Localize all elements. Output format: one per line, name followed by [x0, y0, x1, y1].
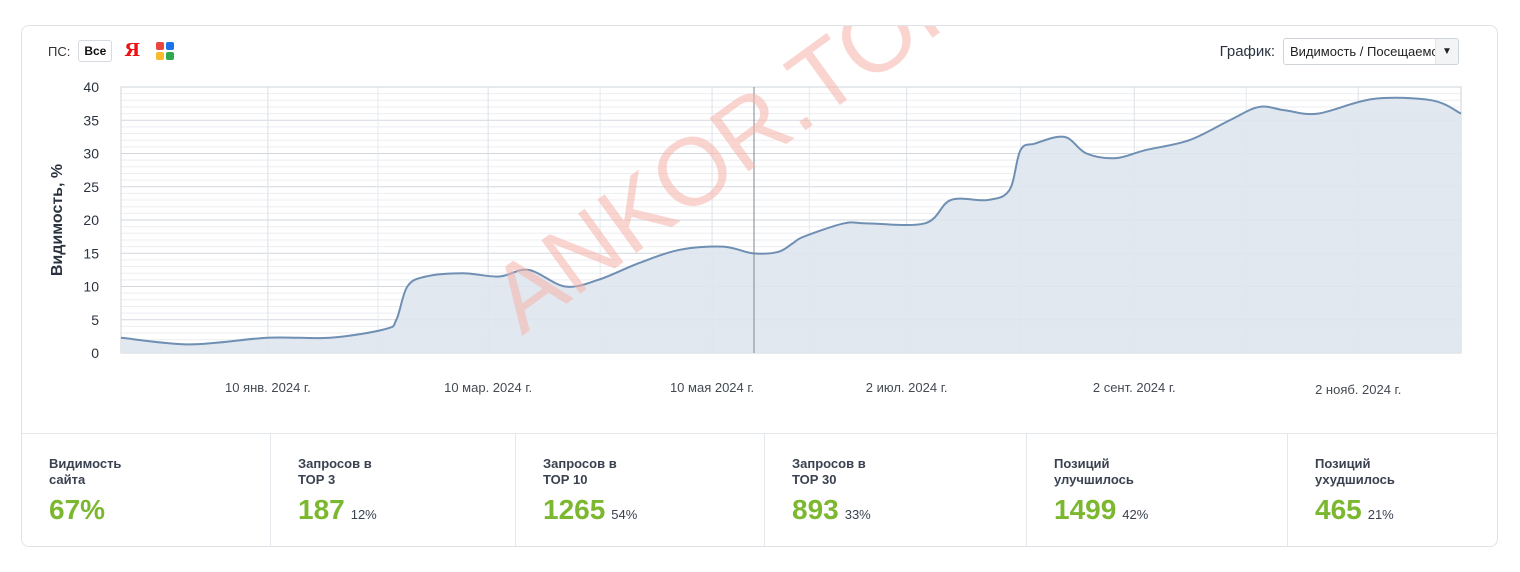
y-axis-label: Видимость, %	[49, 164, 66, 276]
series-line	[120, 96, 1462, 346]
stat-improved: Позиций улучшилось 1499 42%	[1027, 434, 1288, 547]
stat-value: 67%	[49, 494, 106, 525]
x-tick-label: 10 мар. 2024 г.	[444, 380, 532, 395]
all-engines-button[interactable]: Все	[78, 40, 113, 62]
google-icon[interactable]	[156, 42, 175, 60]
stat-percent: 21%	[1367, 507, 1394, 522]
y-tick-label: 15	[83, 245, 99, 261]
stat-percent: 54%	[611, 507, 638, 522]
y-tick-label: 25	[83, 179, 99, 195]
graph-selector: График: Видимость / Посещаемость ▼	[1220, 38, 1459, 65]
visibility-card: ANKOR.TOP 0 5 10 15 20 25 30 35 40 Видимость, % 10 …	[21, 25, 1498, 547]
x-tick-label: 10 янв. 2024 г.	[225, 380, 311, 395]
y-tick-label: 40	[83, 79, 99, 95]
y-tick-label: 20	[83, 212, 99, 228]
x-tick-label: 2 июл. 2024 г.	[866, 380, 948, 395]
stat-title: Позиций ухудшилось	[1315, 456, 1395, 487]
graph-label: График:	[1219, 43, 1275, 60]
y-tick-label: 5	[91, 312, 99, 328]
stat-value: 187	[298, 494, 345, 525]
y-tick-label: 0	[91, 345, 99, 361]
graph-select-value: Видимость / Посещаемость	[1290, 44, 1435, 59]
dropdown-arrow-icon: ▼	[1435, 39, 1458, 64]
stat-percent: 33%	[844, 507, 871, 522]
ps-label: ПС:	[48, 43, 71, 59]
stat-title: Запросов в ТОР 30	[792, 456, 866, 487]
stat-percent: 12%	[350, 507, 377, 522]
search-engine-filter: ПС: Все Я	[48, 40, 175, 62]
stat-top3: Запросов в ТОР 3 187 12%	[271, 434, 516, 547]
stat-title: Позиций улучшилось	[1054, 456, 1134, 487]
stat-worsened: Позиций ухудшилось 465 21%	[1288, 434, 1497, 547]
y-tick-label: 35	[83, 112, 99, 128]
stat-value: 1265	[543, 494, 606, 525]
y-tick-label: 10	[83, 279, 99, 295]
series-area	[121, 97, 1461, 353]
stat-percent: 42%	[1122, 507, 1149, 522]
stat-value: 465	[1315, 494, 1362, 525]
yandex-icon[interactable]: Я	[124, 40, 141, 61]
stats-bar: Видимость сайта 67% Запросов в ТОР 3 187…	[22, 433, 1497, 547]
x-tick-label: 2 нояб. 2024 г.	[1315, 382, 1401, 397]
stat-title: Запросов в ТОР 10	[543, 456, 617, 487]
graph-type-select[interactable]: Видимость / Посещаемость ▼	[1283, 38, 1459, 65]
stat-top10: Запросов в ТОР 10 1265 54%	[516, 434, 765, 547]
x-tick-label: 10 мая 2024 г.	[670, 380, 754, 395]
stat-top30: Запросов в ТОР 30 893 33%	[765, 434, 1027, 547]
stat-value: 1499	[1054, 494, 1117, 525]
stat-visibility: Видимость сайта 67%	[22, 434, 271, 547]
stat-title: Запросов в ТОР 3	[298, 456, 372, 487]
y-tick-label: 30	[83, 146, 99, 162]
stat-title: Видимость сайта	[49, 456, 122, 487]
x-tick-label: 2 сент. 2024 г.	[1093, 380, 1176, 395]
stat-value: 893	[792, 494, 839, 525]
